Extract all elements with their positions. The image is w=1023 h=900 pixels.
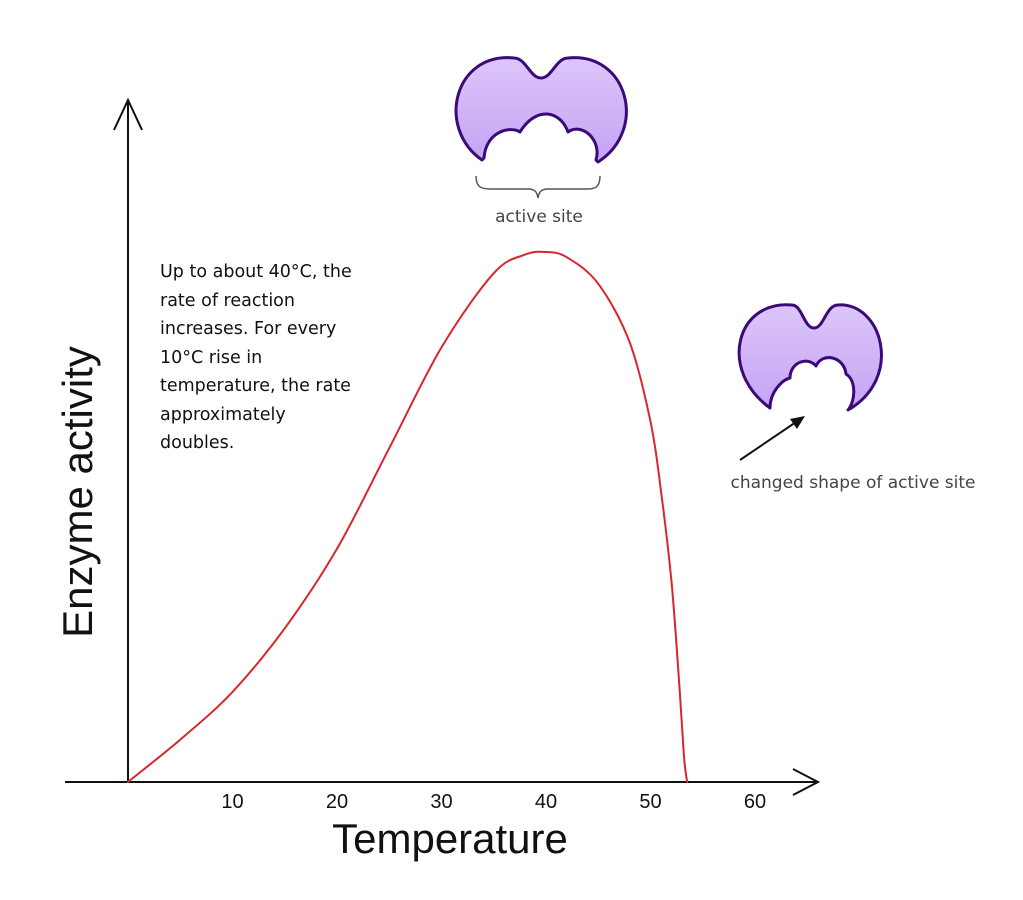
enzyme-normal-shape (454, 56, 628, 164)
series-line-enzyme-activity (127, 250, 689, 783)
x-tick-label-50: 50 (639, 791, 661, 813)
chart-annotation: Up to about 40°C, the rate of reaction i… (160, 262, 352, 453)
x-tick-label-40: 40 (535, 791, 557, 813)
denatured-pointer-arrowhead (790, 416, 805, 429)
x-tick-labels: 10 20 30 40 50 60 (221, 791, 766, 813)
x-tick-label-30: 30 (430, 791, 452, 813)
enzyme-denatured-diagram: changed shape of active site (730, 303, 976, 493)
x-tick-label-20: 20 (326, 791, 348, 813)
x-tick-label-10: 10 (221, 791, 243, 813)
axes (65, 97, 821, 796)
changed-shape-label: changed shape of active site (730, 473, 975, 493)
x-tick-label-60: 60 (744, 791, 766, 813)
enzyme-denatured-shape (737, 303, 883, 412)
active-site-label: active site (495, 207, 583, 227)
denatured-pointer-arrow (739, 417, 803, 461)
x-axis-arrowhead (792, 768, 821, 796)
x-axis-title: Temperature (332, 815, 568, 862)
y-axis-arrowhead (113, 97, 143, 131)
active-site-bracket (475, 175, 601, 199)
enzyme-normal-diagram: active site (454, 56, 628, 227)
y-axis-title: Enzyme activity (54, 346, 101, 638)
